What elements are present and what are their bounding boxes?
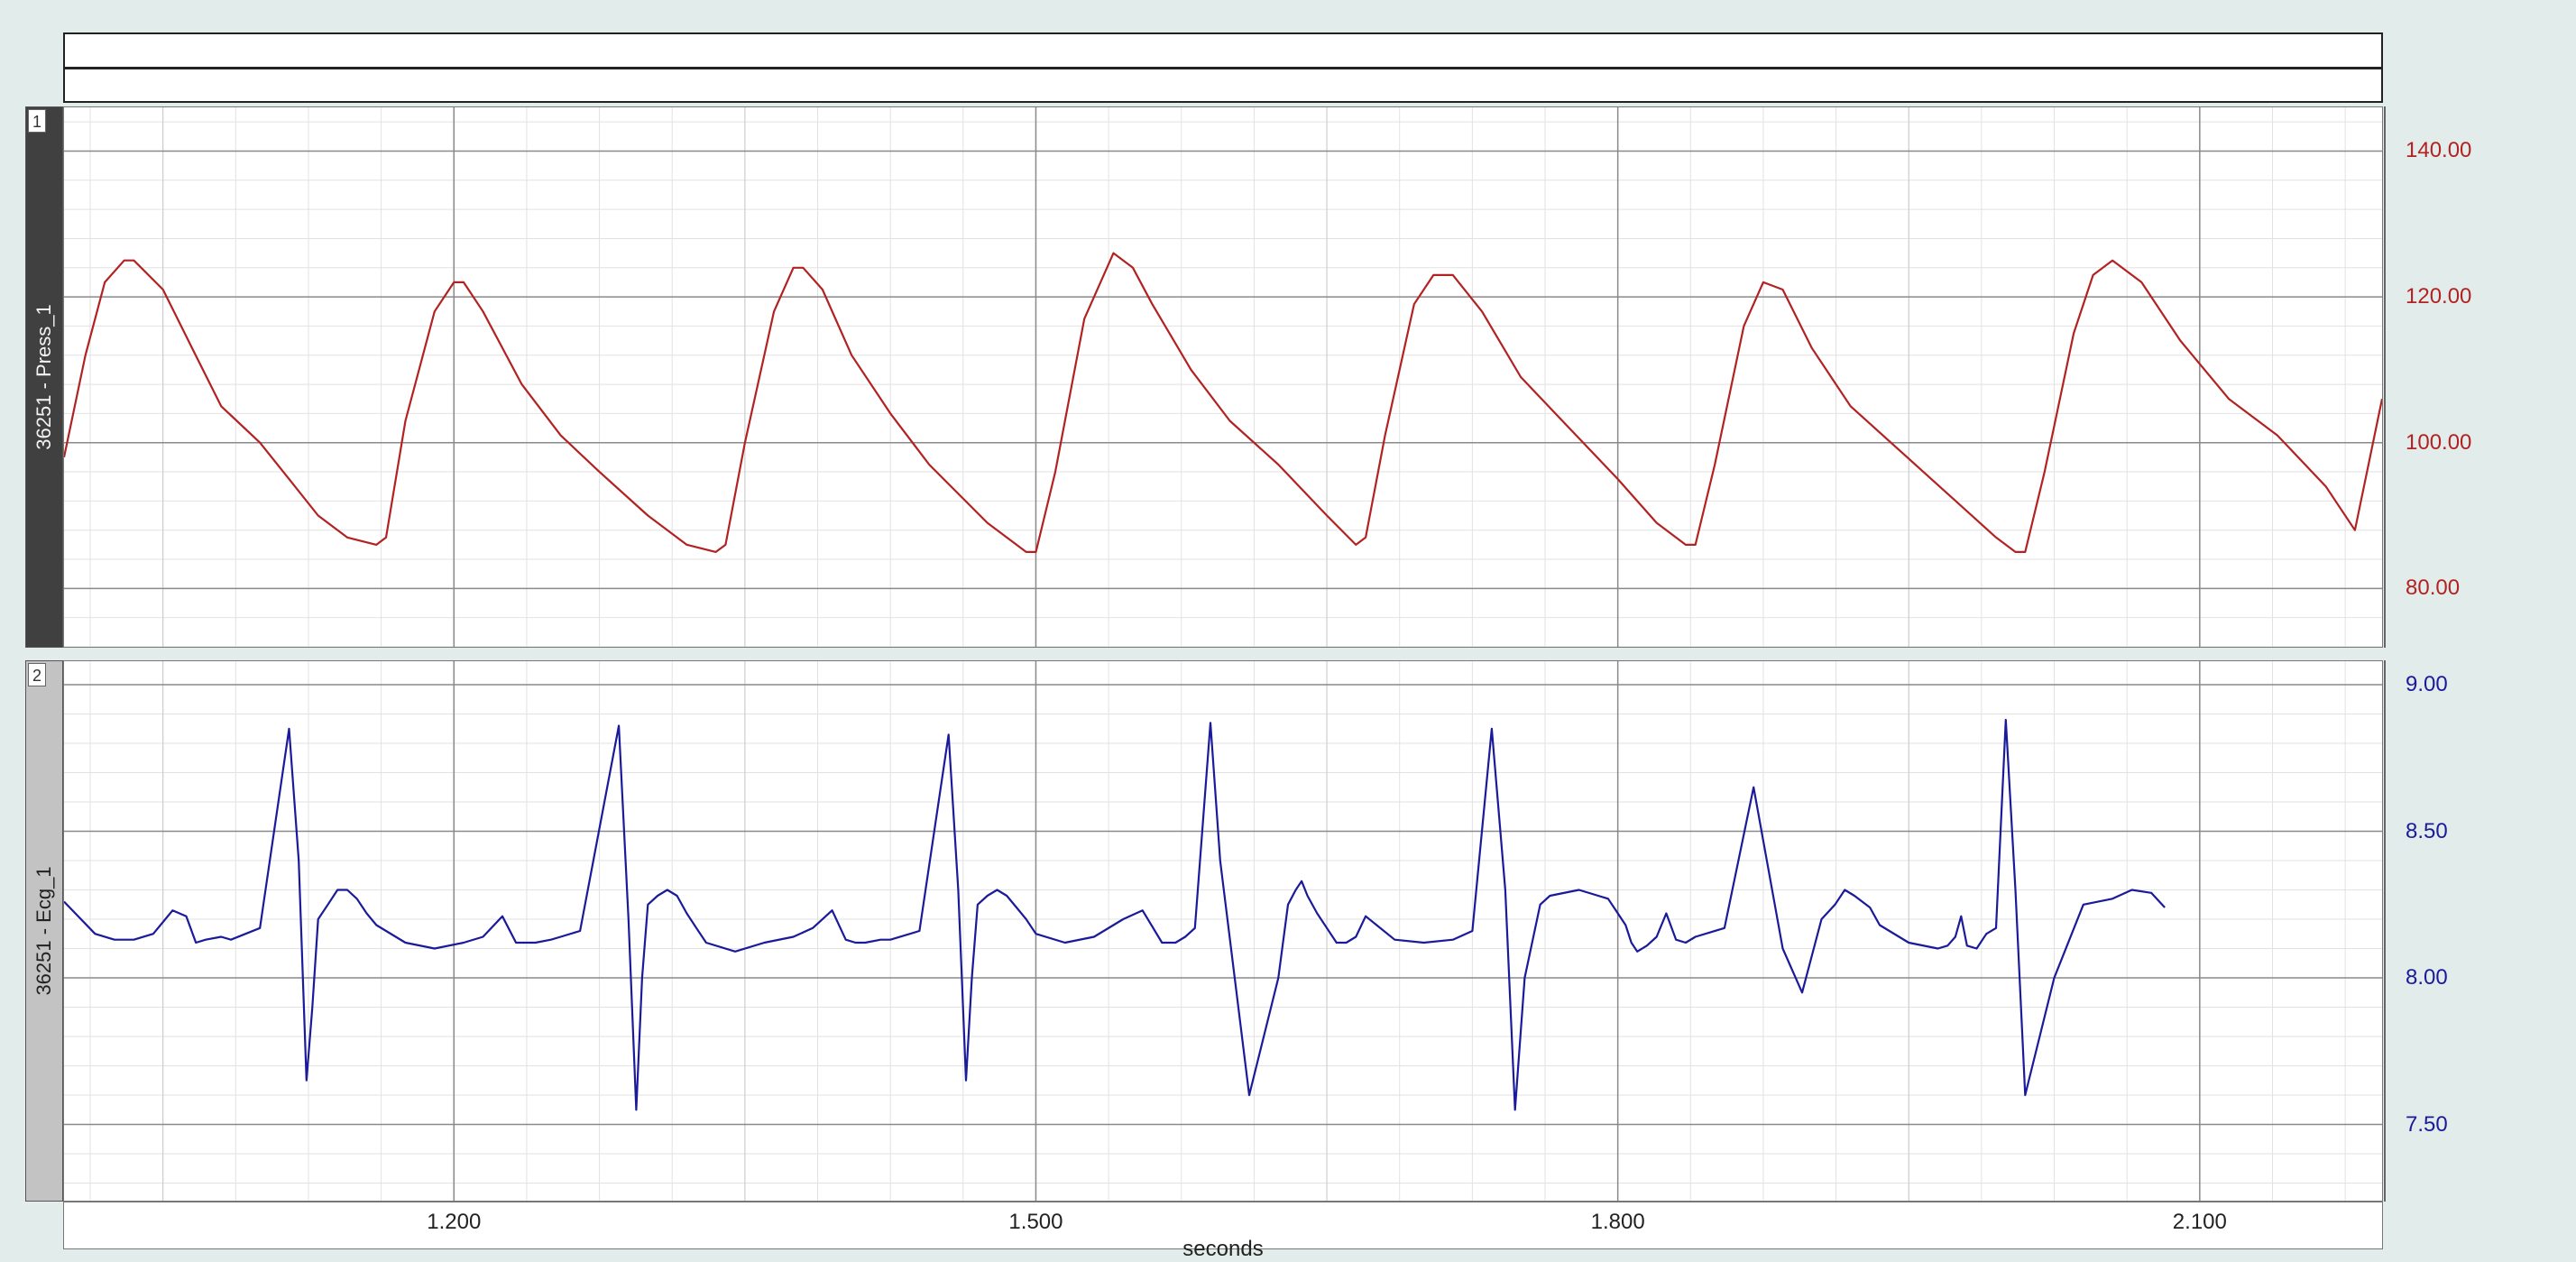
pressure-y-axis: 140.00 120.00 100.00 80.00 <box>2384 106 2576 648</box>
ecg-plot[interactable] <box>63 660 2383 1202</box>
ecg-series-line <box>64 720 2165 1110</box>
channel-2-number: 2 <box>28 663 46 686</box>
event-bar-divider <box>65 67 2381 69</box>
ecg-chart-svg <box>64 661 2382 1201</box>
channel-2-name: 36251 - Ecg_1 <box>32 866 56 995</box>
pressure-series-line <box>64 253 2382 552</box>
pressure-chart-svg <box>64 107 2382 647</box>
channel-2-tab[interactable]: 2 36251 - Ecg_1 <box>25 660 63 1202</box>
y-tick-label: 120.00 <box>2406 284 2471 309</box>
channel-1-number: 1 <box>28 109 46 133</box>
y-tick-label: 80.00 <box>2406 576 2460 601</box>
y-tick-label: 100.00 <box>2406 430 2471 456</box>
y-tick-label: 8.50 <box>2406 819 2448 844</box>
x-axis-label: seconds <box>1182 1237 1263 1262</box>
x-tick-label: 1.800 <box>1591 1210 1645 1235</box>
event-bar <box>63 32 2383 103</box>
channel-1-name: 36251 - Press_1 <box>32 304 56 449</box>
ecg-y-axis: 9.00 8.50 8.00 7.50 <box>2384 660 2576 1202</box>
channel-1-tab[interactable]: 1 36251 - Press_1 <box>25 106 63 648</box>
y-tick-label: 8.00 <box>2406 965 2448 990</box>
x-tick-label: 2.100 <box>2173 1210 2227 1235</box>
y-tick-label: 9.00 <box>2406 672 2448 697</box>
x-tick-label: 1.500 <box>1008 1210 1063 1235</box>
pressure-plot[interactable] <box>63 106 2383 648</box>
y-tick-label: 7.50 <box>2406 1112 2448 1138</box>
y-tick-label: 140.00 <box>2406 138 2471 163</box>
x-tick-label: 1.200 <box>427 1210 481 1235</box>
time-axis: seconds 1.200 1.500 1.800 2.100 <box>63 1202 2383 1249</box>
